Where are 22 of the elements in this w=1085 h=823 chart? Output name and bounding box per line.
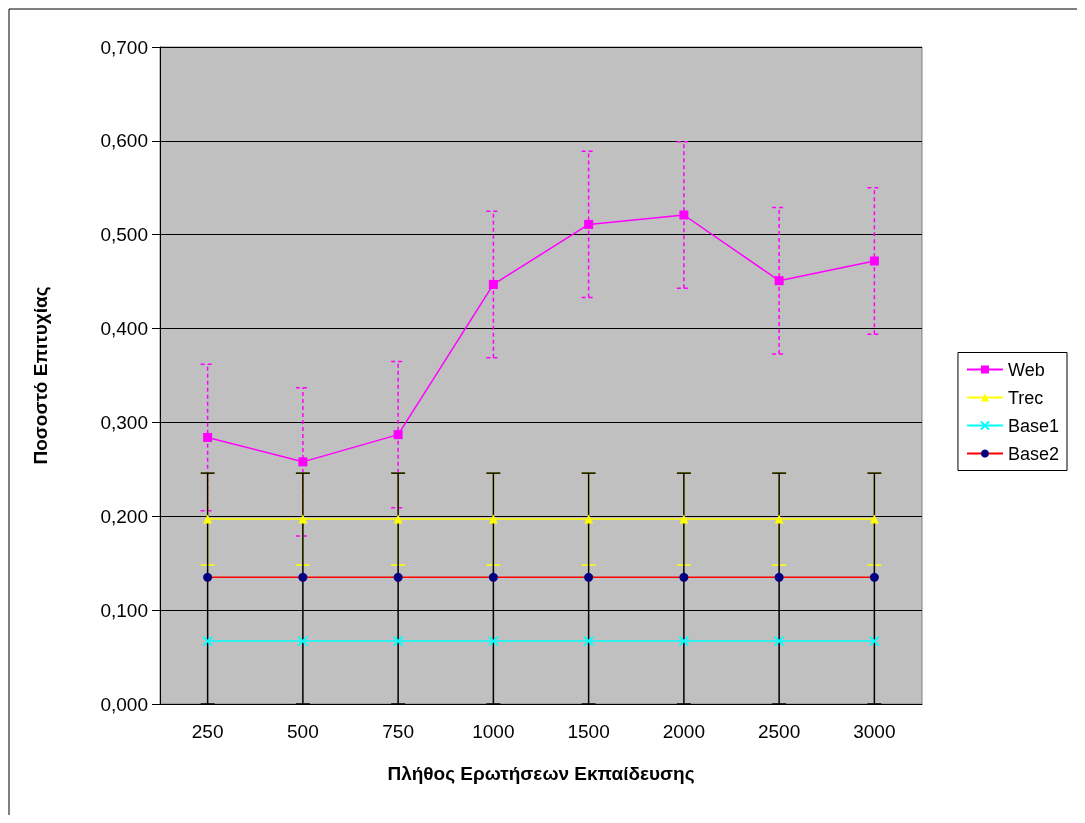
y-tick-label: 0,700: [100, 36, 148, 58]
legend-label: Trec: [1007, 387, 1044, 408]
x-tick-label: 250: [191, 721, 224, 742]
y-tick-label: 0,000: [100, 693, 148, 715]
legend-label: Web: [1007, 359, 1045, 380]
y-axis-title: Ποσοστό Επιτυχίας: [30, 286, 51, 465]
legend-label: Base2: [1007, 443, 1060, 464]
y-tick-label: 0,300: [100, 411, 148, 433]
x-tick-label: 3000: [853, 721, 896, 742]
y-tick-label: 0,400: [100, 318, 148, 340]
x-tick-label: 1500: [567, 721, 610, 742]
y-tick-label: 0,500: [100, 224, 148, 246]
x-tick-label: 2000: [662, 721, 706, 742]
y-tick-label: 0,100: [100, 599, 148, 621]
x-tick-label: 1000: [472, 721, 515, 742]
x-tick-label: 750: [382, 721, 414, 742]
y-tick-label: 0,600: [100, 130, 148, 152]
y-tick-label: 0,200: [100, 505, 148, 527]
x-axis-title: Πλήθος Ερωτήσεων Εκπαίδευσης: [387, 763, 695, 784]
legend-label: Base1: [1007, 415, 1060, 436]
x-tick-label: 500: [287, 721, 319, 742]
x-tick-label: 2500: [757, 721, 801, 742]
